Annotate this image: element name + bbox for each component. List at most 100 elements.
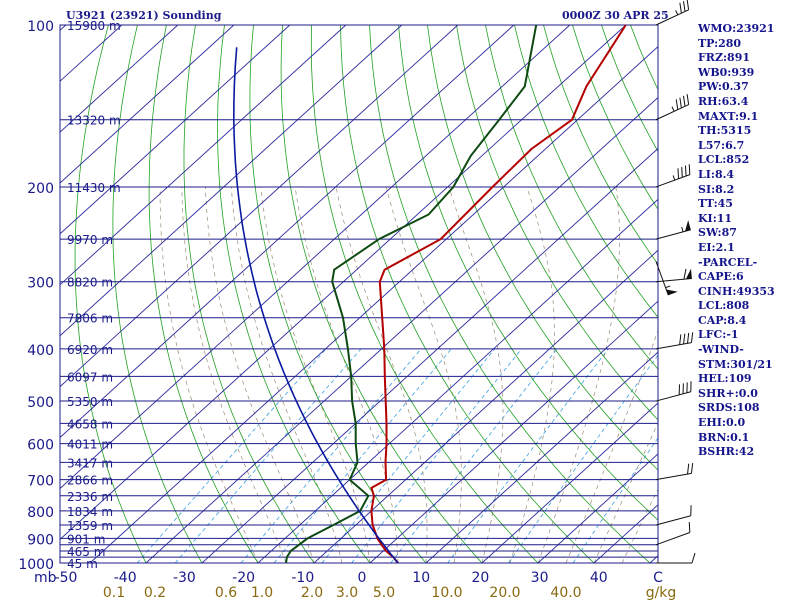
moist-adiabat (230, 186, 343, 563)
isotherm (60, 25, 235, 184)
moist-adiabat (509, 186, 555, 563)
temperature-axis-labels: mb-50 -40 -30 -20 -10 0 10 20 30 40 C (34, 570, 663, 586)
isotherm (60, 25, 571, 490)
wind-barb-staff (655, 104, 689, 121)
index-item: -WIND- (698, 343, 744, 357)
height-label: 2336 m (67, 490, 113, 504)
wind-barb-staff (655, 229, 691, 240)
moist-adiabat (385, 186, 462, 563)
temperature-tick-label: C (653, 570, 663, 586)
wind-barb-feather (688, 164, 691, 175)
wind-barb-feather (683, 333, 686, 345)
index-item: SHR+:0.0 (698, 386, 758, 400)
wind-barb-feather (684, 165, 687, 177)
isotherm (60, 25, 627, 540)
mixing-ratio-labels: 0.1 0.2 0.6 1.0 2.0 3.0 5.0 10.0 20.0 40.0 g/kg (103, 585, 676, 600)
isotherm (60, 25, 179, 133)
wind-barb-feather (690, 462, 694, 474)
mixing-ratio-line (321, 348, 496, 563)
dry-adiabat (183, 25, 315, 563)
wind-barb-feather (681, 166, 683, 178)
dry-adiabat (249, 25, 427, 563)
mixing-ratio-line (351, 348, 522, 563)
index-item: TH:5315 (698, 124, 752, 138)
temperature-tick-label: 30 (531, 570, 549, 586)
mixing-ratio-line (273, 348, 452, 563)
index-item: EHI:0.0 (698, 416, 746, 430)
isotherm (537, 453, 658, 563)
wind-barb-staff (655, 472, 692, 481)
isotherm (60, 25, 347, 286)
temperature-tick-label: -40 (114, 570, 137, 586)
index-item: BRN:0.1 (698, 430, 750, 444)
temperature-tick-label: -10 (291, 570, 314, 586)
temperature-tick-label: 20 (471, 570, 489, 586)
mixing-ratio-label: 1.0 (251, 585, 273, 600)
parcel-line (232, 47, 399, 563)
index-item: -PARCEL- (698, 255, 758, 269)
index-item: HEL:109 (698, 372, 752, 386)
wind-barb-feather (687, 332, 690, 344)
pressure-tick-label: 400 (27, 343, 54, 359)
temperature-tick-label: -20 (232, 570, 255, 586)
index-item: WB0:939 (698, 65, 755, 79)
height-label: 6920 m (67, 343, 113, 357)
index-item: LFC:-1 (698, 328, 739, 342)
dry-adiabat (148, 25, 259, 563)
temperature-line (370, 25, 627, 563)
wind-barb-feather (690, 332, 694, 343)
wind-barb-feather (682, 1, 686, 12)
wind-barb-feather (686, 0, 690, 10)
height-label: 1359 m (67, 519, 113, 533)
wind-barb-feather (679, 2, 682, 14)
moist-adiabat (448, 186, 504, 563)
height-label: 8820 m (67, 276, 113, 290)
isotherm (425, 351, 658, 563)
wind-barb-feather (691, 552, 696, 564)
index-item: FRZ:891 (698, 51, 751, 65)
wind-barb-feather (682, 95, 686, 107)
pressure-tick-label: 1000 (18, 557, 54, 573)
wind-barb-staff (655, 278, 692, 283)
mixing-ratio-label: 20.0 (489, 585, 520, 600)
station-title: U3921 (23921) Sounding (66, 9, 222, 22)
wind-barb-half (681, 226, 684, 232)
wind-barb-feather (687, 463, 690, 475)
height-label: 3417 m (67, 456, 113, 470)
height-label: 45 m (67, 557, 98, 571)
pressure-tick-label: 800 (27, 505, 54, 521)
isotherm (481, 402, 658, 563)
isotherm (60, 25, 291, 235)
index-item: EI:2.1 (698, 240, 735, 254)
index-item: TP:280 (698, 36, 742, 50)
mixing-ratio-label: 3.0 (336, 585, 358, 600)
wind-barb-feather (675, 99, 679, 110)
pressure-tick-label: 600 (27, 438, 54, 454)
mixing-ratio-label: 0.1 (103, 585, 125, 600)
height-label: 2866 m (67, 474, 113, 488)
mixing-ratio-label: 5.0 (373, 585, 395, 600)
index-item: RH:63.4 (698, 94, 749, 108)
wind-barb-half (671, 106, 675, 112)
mixing-ratio-label: g/kg (646, 585, 677, 600)
index-item: STM:301/21 (698, 357, 773, 371)
wind-barb-feather (686, 94, 690, 105)
wind-barb-half (665, 285, 671, 289)
index-item: CINH:49353 (698, 284, 775, 298)
isobars (60, 24, 658, 564)
temperature-tick-label: 40 (590, 570, 608, 586)
wind-barb-staff (655, 9, 689, 26)
index-item: BSHR:42 (698, 445, 755, 459)
pressure-tick-label: 100 (27, 19, 54, 35)
isotherm (89, 46, 658, 563)
plot-frame (59, 24, 659, 564)
wind-barb-feather (683, 268, 687, 280)
mixing-ratio-lines (136, 348, 658, 563)
moist-adiabat (181, 186, 287, 563)
wind-barb-feather (679, 97, 682, 108)
index-item: PW:0.37 (698, 80, 749, 94)
height-label: 4011 m (67, 438, 113, 452)
x-axis-unit: mb (34, 570, 57, 586)
wind-barb-half (675, 10, 679, 16)
